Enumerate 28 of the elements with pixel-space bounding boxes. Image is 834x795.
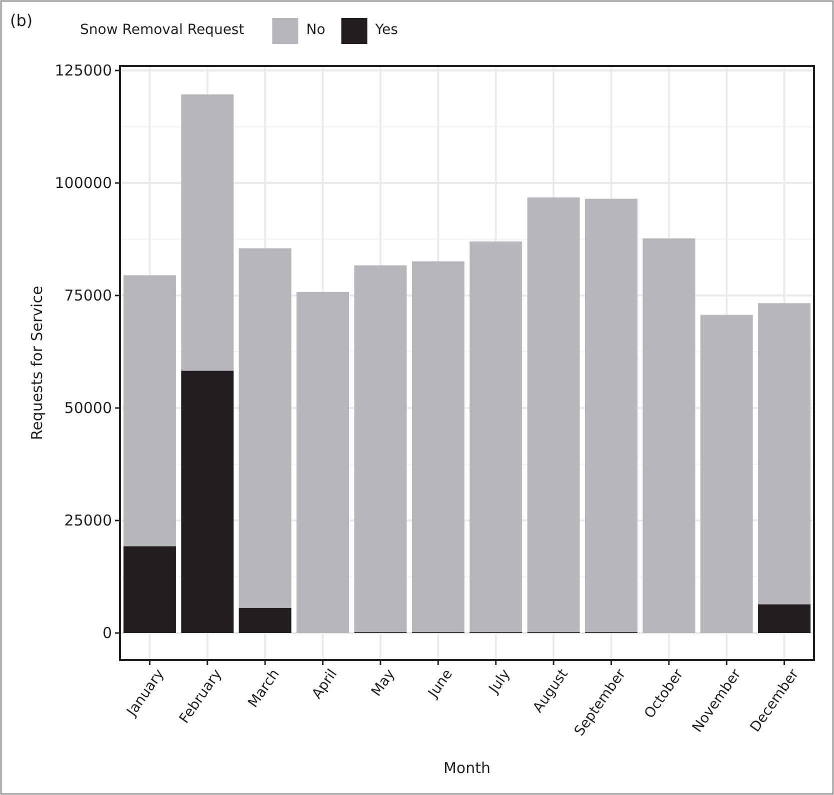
bar bbox=[238, 608, 292, 633]
y-tick-label: 75000 bbox=[64, 286, 112, 304]
legend-label: No bbox=[306, 22, 326, 38]
y-tick-label: 25000 bbox=[64, 511, 112, 530]
bar bbox=[123, 546, 176, 633]
bar bbox=[296, 292, 350, 633]
bar bbox=[700, 314, 753, 633]
legend-label: Yes bbox=[374, 22, 398, 38]
y-tick-label: 125000 bbox=[54, 61, 112, 80]
bar bbox=[181, 94, 234, 371]
bar bbox=[354, 265, 407, 632]
y-tick-label: 100000 bbox=[54, 174, 112, 192]
bar bbox=[412, 261, 464, 632]
bar bbox=[470, 242, 522, 632]
legend-title: Snow Removal Request bbox=[80, 22, 245, 38]
bar bbox=[181, 370, 234, 633]
text: (b) bbox=[10, 11, 33, 30]
bar bbox=[238, 248, 292, 608]
y-tick-label: 0 bbox=[102, 624, 112, 642]
bar bbox=[642, 238, 696, 633]
bar bbox=[758, 303, 811, 604]
bar bbox=[527, 197, 580, 632]
bar bbox=[584, 198, 638, 632]
x-axis-title: Month bbox=[443, 759, 491, 777]
bar bbox=[123, 275, 176, 546]
y-axis-title: Requests for Service bbox=[28, 286, 46, 440]
y-tick-label: 50000 bbox=[64, 398, 112, 417]
bar bbox=[758, 604, 811, 633]
